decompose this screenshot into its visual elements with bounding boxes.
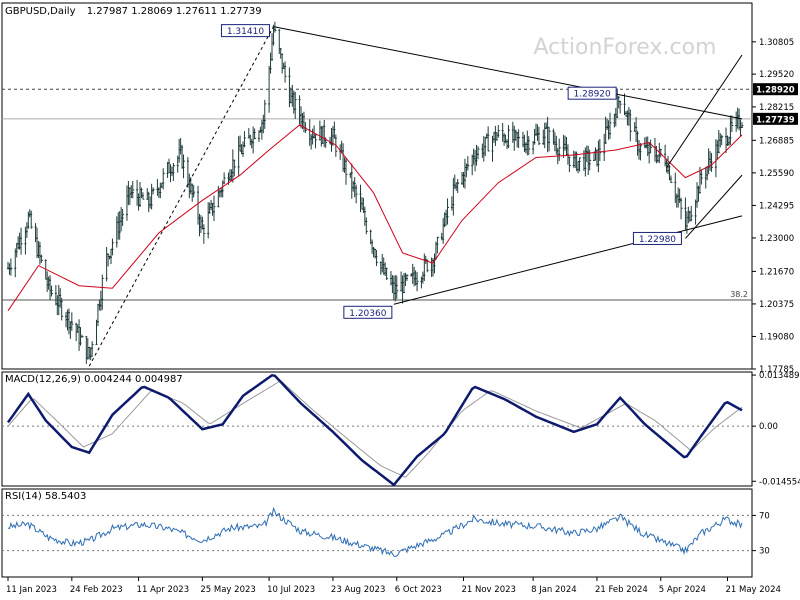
x-tick-label: 21 Feb 2024 bbox=[595, 585, 648, 595]
x-tick-label: 21 Nov 2023 bbox=[461, 585, 515, 595]
trendline-0 bbox=[273, 26, 743, 120]
y-tick-label: 1.23000 bbox=[759, 234, 794, 244]
y-tick-label: 0.013489 bbox=[759, 371, 800, 381]
ohlc-values: 1.27987 1.28069 1.27611 1.27739 bbox=[87, 6, 262, 17]
y-tick-label: 1.20375 bbox=[759, 300, 794, 310]
pivot-label: 1.22980 bbox=[639, 235, 676, 245]
pivot-box bbox=[343, 305, 393, 319]
price-overlays bbox=[7, 26, 743, 367]
pivot-label: 1.28920 bbox=[574, 90, 611, 100]
moving-average-line bbox=[7, 124, 743, 312]
pivot-box bbox=[567, 86, 617, 100]
macd-title: MACD(12,26,9) 0.004244 0.004987 bbox=[5, 374, 183, 385]
y-tick-label: -0.014554 bbox=[759, 477, 800, 487]
x-tick-label: 25 May 2023 bbox=[200, 585, 255, 595]
marked-level-box bbox=[753, 83, 798, 96]
pivot-label: 1.20360 bbox=[349, 309, 386, 319]
trendline-4 bbox=[88, 26, 274, 367]
panel-frame-macd bbox=[1, 371, 753, 487]
x-tick-label: 21 May 2024 bbox=[725, 585, 780, 595]
axes: 1.30805 1.29520 1.28215 1.26885 1.25590 1.242… bbox=[6, 38, 800, 595]
fib-label: 38.2 bbox=[730, 290, 748, 299]
candlesticks bbox=[7, 21, 744, 365]
y-tick-label: 1.28215 bbox=[759, 103, 794, 113]
current-price-box bbox=[753, 112, 798, 125]
macd-panel bbox=[2, 373, 752, 487]
y-tick-label: 1.24295 bbox=[759, 201, 794, 211]
current-price-label: 1.27739 bbox=[756, 115, 795, 125]
y-tick-label: 30 bbox=[759, 547, 770, 557]
x-tick-label: 10 Jul 2023 bbox=[267, 585, 315, 595]
x-tick-label: 11 Jan 2023 bbox=[6, 585, 57, 595]
pivot-box bbox=[632, 231, 682, 245]
x-tick-label: 24 Feb 2023 bbox=[70, 585, 123, 595]
price-grid bbox=[2, 88, 752, 301]
y-tick-label: 1.19080 bbox=[759, 332, 794, 342]
x-tick-label: 6 Oct 2023 bbox=[395, 585, 442, 595]
symbol-timeframe: GBPUSD,Daily bbox=[5, 6, 76, 17]
macd-signal-line bbox=[7, 380, 743, 478]
y-tick-label: 70 bbox=[759, 511, 770, 521]
pivot-box bbox=[220, 24, 270, 38]
y-tick-label: 1.30805 bbox=[759, 38, 794, 48]
chart-header: GBPUSD,Daily 1.27987 1.28069 1.27611 1.2… bbox=[5, 6, 262, 17]
panel-frame-price bbox=[1, 2, 753, 370]
rsi-title: RSI(14) 58.5403 bbox=[5, 491, 86, 502]
y-tick-label: 0.00 bbox=[759, 422, 778, 432]
y-tick-label: 1.25590 bbox=[759, 169, 794, 179]
pivot-label: 1.31410 bbox=[227, 27, 264, 37]
trendline-1 bbox=[393, 215, 743, 305]
rsi-panel bbox=[2, 506, 752, 558]
y-tick-label: 1.26885 bbox=[759, 136, 794, 146]
y-tick-label: 1.29520 bbox=[759, 70, 794, 80]
watermark: ActionForex.com bbox=[534, 35, 717, 60]
x-tick-label: 11 Apr 2023 bbox=[137, 585, 190, 595]
y-tick-label: 1.17785 bbox=[759, 365, 794, 375]
chart-labels: 1.28920 1.27739 38.2 1.31410 1.28920 1.20360 1… bbox=[220, 24, 798, 319]
x-tick-label: 8 Jan 2024 bbox=[531, 585, 577, 595]
trendline-3 bbox=[666, 54, 743, 168]
x-tick-label: 23 Aug 2023 bbox=[331, 585, 385, 595]
marked-level-label: 1.28920 bbox=[756, 86, 795, 96]
rsi-line bbox=[7, 506, 743, 558]
trendline-2 bbox=[685, 174, 743, 239]
x-tick-label: 5 Apr 2024 bbox=[659, 585, 706, 595]
panel-frame-rsi bbox=[1, 488, 753, 578]
panel-frames bbox=[1, 2, 753, 578]
y-tick-label: 1.21670 bbox=[759, 267, 794, 277]
macd-line bbox=[6, 373, 743, 487]
